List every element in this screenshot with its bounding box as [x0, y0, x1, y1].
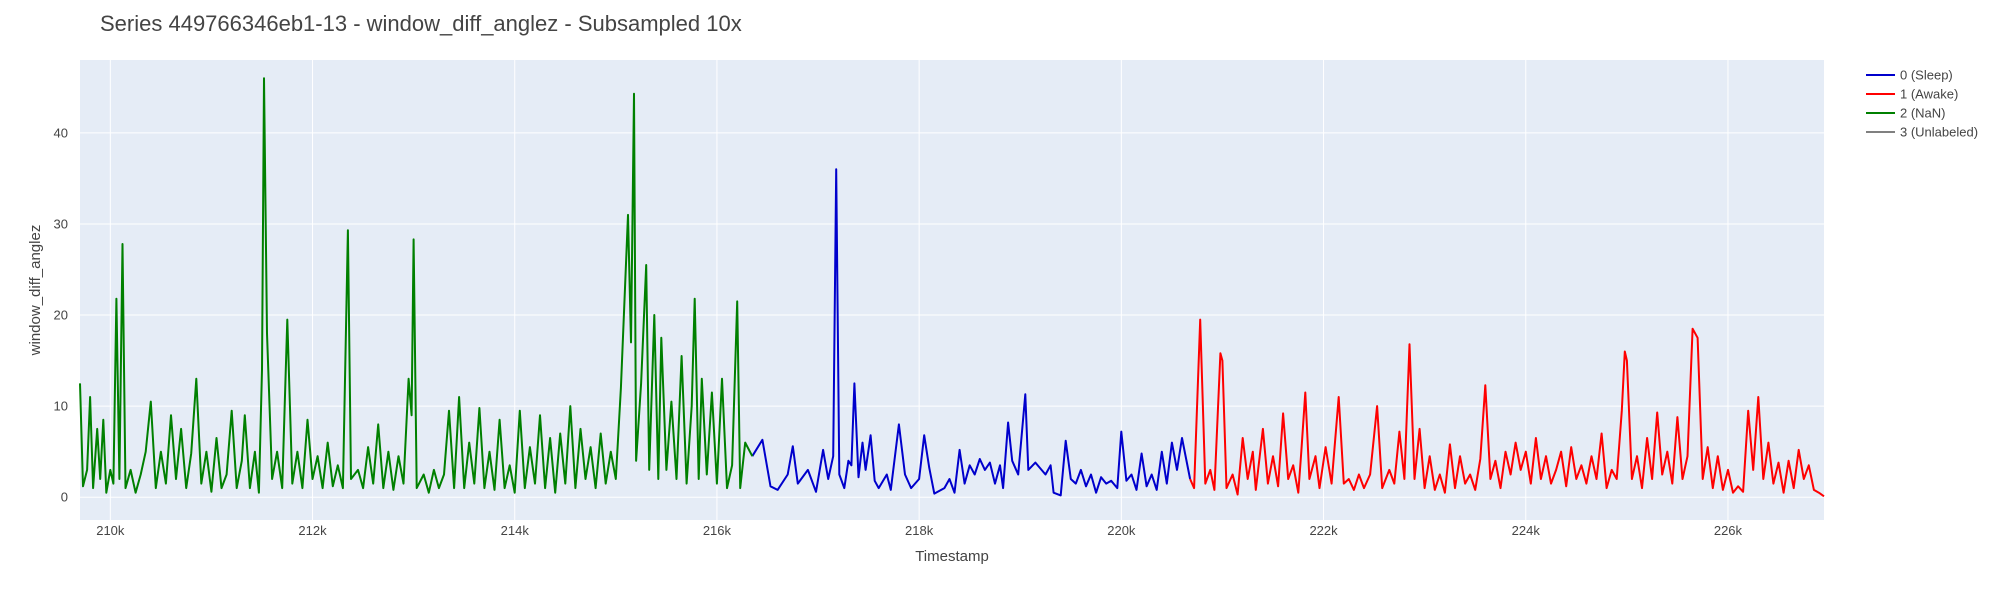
series-line-1 — [1189, 318, 1825, 498]
x-axis-title: Timestamp — [915, 548, 989, 565]
legend-label: 3 (Unlabeled) — [1900, 125, 1978, 140]
y-axis-title: window_diff_anglez — [27, 225, 44, 357]
legend-item[interactable]: 1 (Awake) — [1866, 87, 1958, 102]
legend-item[interactable]: 3 (Unlabeled) — [1866, 125, 1978, 140]
x-tick-label: 220k — [1107, 523, 1136, 538]
x-axis: 210k 212k 214k 216k 218k 220k 222k 224k 226k — [96, 523, 1742, 538]
legend-label: 0 (Sleep) — [1900, 68, 1953, 83]
y-tick-label: 20 — [54, 308, 68, 323]
y-axis: 0 10 20 30 40 — [54, 125, 68, 504]
x-tick-label: 212k — [298, 523, 327, 538]
x-tick-label: 216k — [703, 523, 732, 538]
y-tick-label: 30 — [54, 216, 68, 231]
plot-area — [80, 60, 1824, 520]
chart-title: Series 449766346eb1-13 - window_diff_ang… — [100, 11, 742, 36]
y-tick-label: 0 — [61, 490, 68, 505]
x-tick-label: 214k — [501, 523, 530, 538]
x-tick-label: 218k — [905, 523, 934, 538]
series-line-2 — [79, 77, 754, 494]
legend-item[interactable]: 0 (Sleep) — [1866, 68, 1953, 83]
x-tick-label: 226k — [1714, 523, 1743, 538]
x-tick-label: 224k — [1512, 523, 1541, 538]
grid — [80, 60, 1824, 520]
series-layer — [79, 77, 1825, 498]
legend[interactable]: 0 (Sleep) 1 (Awake) 2 (NaN) 3 (Unlabeled) — [1866, 68, 1978, 140]
series-line-0 — [751, 168, 1192, 497]
y-tick-label: 10 — [54, 399, 68, 414]
x-tick-label: 222k — [1309, 523, 1338, 538]
legend-label: 2 (NaN) — [1900, 106, 1946, 121]
legend-label: 1 (Awake) — [1900, 87, 1958, 102]
y-tick-label: 40 — [54, 125, 68, 140]
x-tick-label: 210k — [96, 523, 125, 538]
legend-item[interactable]: 2 (NaN) — [1866, 106, 1946, 121]
